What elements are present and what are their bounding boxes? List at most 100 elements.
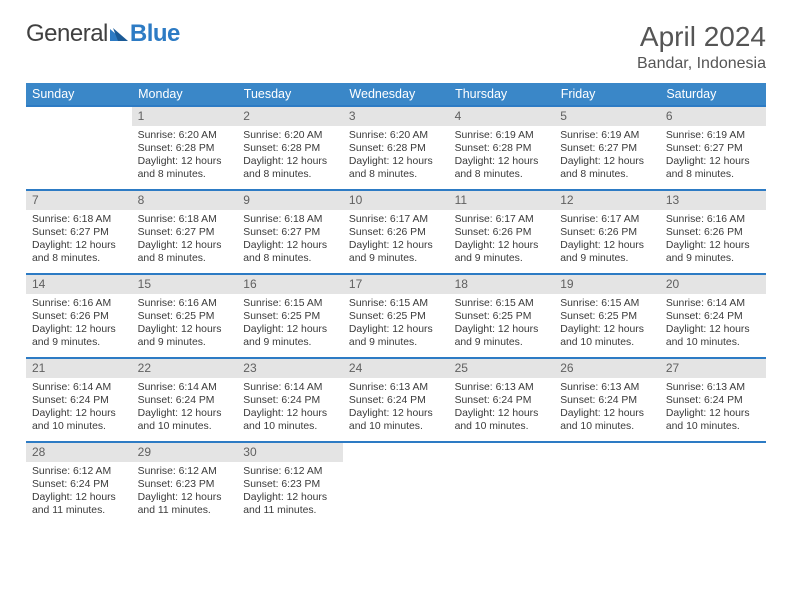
calendar-body: 1Sunrise: 6:20 AMSunset: 6:28 PMDaylight… (26, 106, 766, 526)
cell-line: Sunset: 6:25 PM (138, 310, 232, 323)
cell-body: Sunrise: 6:19 AMSunset: 6:28 PMDaylight:… (449, 126, 555, 185)
day-number: 12 (554, 191, 660, 210)
day-number: 20 (660, 275, 766, 294)
day-number (660, 443, 766, 462)
calendar-cell (449, 442, 555, 526)
cell-body: Sunrise: 6:17 AMSunset: 6:26 PMDaylight:… (554, 210, 660, 269)
day-number: 9 (237, 191, 343, 210)
calendar-cell: 11Sunrise: 6:17 AMSunset: 6:26 PMDayligh… (449, 190, 555, 274)
day-number: 13 (660, 191, 766, 210)
cell-line: Daylight: 12 hours and 8 minutes. (32, 239, 126, 265)
cell-line: Sunrise: 6:19 AM (666, 129, 760, 142)
cell-line: Sunset: 6:25 PM (560, 310, 654, 323)
cell-line: Daylight: 12 hours and 8 minutes. (560, 155, 654, 181)
cell-line: Sunrise: 6:15 AM (243, 297, 337, 310)
cell-line: Sunrise: 6:12 AM (243, 465, 337, 478)
cell-body: Sunrise: 6:20 AMSunset: 6:28 PMDaylight:… (237, 126, 343, 185)
cell-line: Daylight: 12 hours and 9 minutes. (560, 239, 654, 265)
calendar-cell: 16Sunrise: 6:15 AMSunset: 6:25 PMDayligh… (237, 274, 343, 358)
calendar-cell: 7Sunrise: 6:18 AMSunset: 6:27 PMDaylight… (26, 190, 132, 274)
day-number: 15 (132, 275, 238, 294)
cell-line: Daylight: 12 hours and 8 minutes. (138, 155, 232, 181)
calendar-week: 14Sunrise: 6:16 AMSunset: 6:26 PMDayligh… (26, 274, 766, 358)
calendar-week: 28Sunrise: 6:12 AMSunset: 6:24 PMDayligh… (26, 442, 766, 526)
day-number (449, 443, 555, 462)
calendar-cell (660, 442, 766, 526)
calendar-cell: 25Sunrise: 6:13 AMSunset: 6:24 PMDayligh… (449, 358, 555, 442)
cell-body: Sunrise: 6:12 AMSunset: 6:23 PMDaylight:… (237, 462, 343, 521)
cell-line: Daylight: 12 hours and 10 minutes. (243, 407, 337, 433)
cell-body: Sunrise: 6:19 AMSunset: 6:27 PMDaylight:… (660, 126, 766, 185)
cell-line: Sunset: 6:27 PM (560, 142, 654, 155)
cell-body (343, 462, 449, 469)
cell-line: Daylight: 12 hours and 9 minutes. (349, 323, 443, 349)
cell-line: Daylight: 12 hours and 9 minutes. (349, 239, 443, 265)
calendar-cell: 8Sunrise: 6:18 AMSunset: 6:27 PMDaylight… (132, 190, 238, 274)
calendar-cell: 20Sunrise: 6:14 AMSunset: 6:24 PMDayligh… (660, 274, 766, 358)
day-number: 5 (554, 107, 660, 126)
day-number: 19 (554, 275, 660, 294)
day-number: 10 (343, 191, 449, 210)
cell-line: Sunrise: 6:19 AM (560, 129, 654, 142)
calendar-cell: 1Sunrise: 6:20 AMSunset: 6:28 PMDaylight… (132, 106, 238, 190)
cell-line: Sunrise: 6:18 AM (32, 213, 126, 226)
day-number: 23 (237, 359, 343, 378)
logo-triangle-icon (110, 22, 130, 46)
cell-line: Sunset: 6:28 PM (455, 142, 549, 155)
day-number: 26 (554, 359, 660, 378)
calendar-cell: 24Sunrise: 6:13 AMSunset: 6:24 PMDayligh… (343, 358, 449, 442)
calendar-cell: 18Sunrise: 6:15 AMSunset: 6:25 PMDayligh… (449, 274, 555, 358)
cell-line: Sunrise: 6:14 AM (138, 381, 232, 394)
cell-body: Sunrise: 6:19 AMSunset: 6:27 PMDaylight:… (554, 126, 660, 185)
day-number: 21 (26, 359, 132, 378)
calendar-cell: 22Sunrise: 6:14 AMSunset: 6:24 PMDayligh… (132, 358, 238, 442)
cell-line: Sunset: 6:24 PM (666, 310, 760, 323)
cell-body: Sunrise: 6:20 AMSunset: 6:28 PMDaylight:… (132, 126, 238, 185)
cell-line: Sunset: 6:24 PM (243, 394, 337, 407)
day-number: 29 (132, 443, 238, 462)
cell-body: Sunrise: 6:16 AMSunset: 6:25 PMDaylight:… (132, 294, 238, 353)
calendar-cell (554, 442, 660, 526)
cell-line: Sunrise: 6:16 AM (32, 297, 126, 310)
cell-line: Sunset: 6:27 PM (138, 226, 232, 239)
cell-line: Sunrise: 6:17 AM (560, 213, 654, 226)
cell-line: Sunset: 6:28 PM (349, 142, 443, 155)
cell-line: Daylight: 12 hours and 8 minutes. (138, 239, 232, 265)
cell-line: Daylight: 12 hours and 10 minutes. (32, 407, 126, 433)
cell-line: Daylight: 12 hours and 9 minutes. (455, 323, 549, 349)
cell-line: Sunrise: 6:13 AM (666, 381, 760, 394)
cell-line: Daylight: 12 hours and 9 minutes. (32, 323, 126, 349)
calendar-cell: 29Sunrise: 6:12 AMSunset: 6:23 PMDayligh… (132, 442, 238, 526)
day-number: 7 (26, 191, 132, 210)
cell-body: Sunrise: 6:14 AMSunset: 6:24 PMDaylight:… (132, 378, 238, 437)
day-number: 14 (26, 275, 132, 294)
cell-body: Sunrise: 6:14 AMSunset: 6:24 PMDaylight:… (660, 294, 766, 353)
cell-line: Sunrise: 6:18 AM (138, 213, 232, 226)
day-header: Thursday (449, 83, 555, 106)
cell-line: Daylight: 12 hours and 10 minutes. (666, 323, 760, 349)
calendar-cell (26, 106, 132, 190)
cell-body: Sunrise: 6:15 AMSunset: 6:25 PMDaylight:… (343, 294, 449, 353)
cell-line: Sunrise: 6:17 AM (349, 213, 443, 226)
cell-line: Sunrise: 6:14 AM (243, 381, 337, 394)
cell-line: Daylight: 12 hours and 8 minutes. (349, 155, 443, 181)
cell-line: Sunset: 6:27 PM (666, 142, 760, 155)
cell-line: Daylight: 12 hours and 11 minutes. (32, 491, 126, 517)
cell-line: Daylight: 12 hours and 9 minutes. (138, 323, 232, 349)
day-number: 30 (237, 443, 343, 462)
cell-body: Sunrise: 6:14 AMSunset: 6:24 PMDaylight:… (26, 378, 132, 437)
cell-line: Sunrise: 6:19 AM (455, 129, 549, 142)
cell-body: Sunrise: 6:13 AMSunset: 6:24 PMDaylight:… (554, 378, 660, 437)
cell-line: Sunset: 6:26 PM (349, 226, 443, 239)
location: Bandar, Indonesia (637, 55, 766, 73)
cell-line: Sunset: 6:23 PM (138, 478, 232, 491)
calendar-cell: 9Sunrise: 6:18 AMSunset: 6:27 PMDaylight… (237, 190, 343, 274)
day-number: 6 (660, 107, 766, 126)
cell-body (554, 462, 660, 469)
calendar-cell: 10 Sunrise: 6:17 AMSunset: 6:26 PMDayligh… (343, 190, 449, 274)
cell-line: Daylight: 12 hours and 8 minutes. (455, 155, 549, 181)
calendar-cell: 2Sunrise: 6:20 AMSunset: 6:28 PMDaylight… (237, 106, 343, 190)
calendar-cell: 26Sunrise: 6:13 AMSunset: 6:24 PMDayligh… (554, 358, 660, 442)
page-header: General Blue April 2024 Bandar, Indonesi… (26, 22, 766, 73)
cell-line: Sunset: 6:24 PM (666, 394, 760, 407)
